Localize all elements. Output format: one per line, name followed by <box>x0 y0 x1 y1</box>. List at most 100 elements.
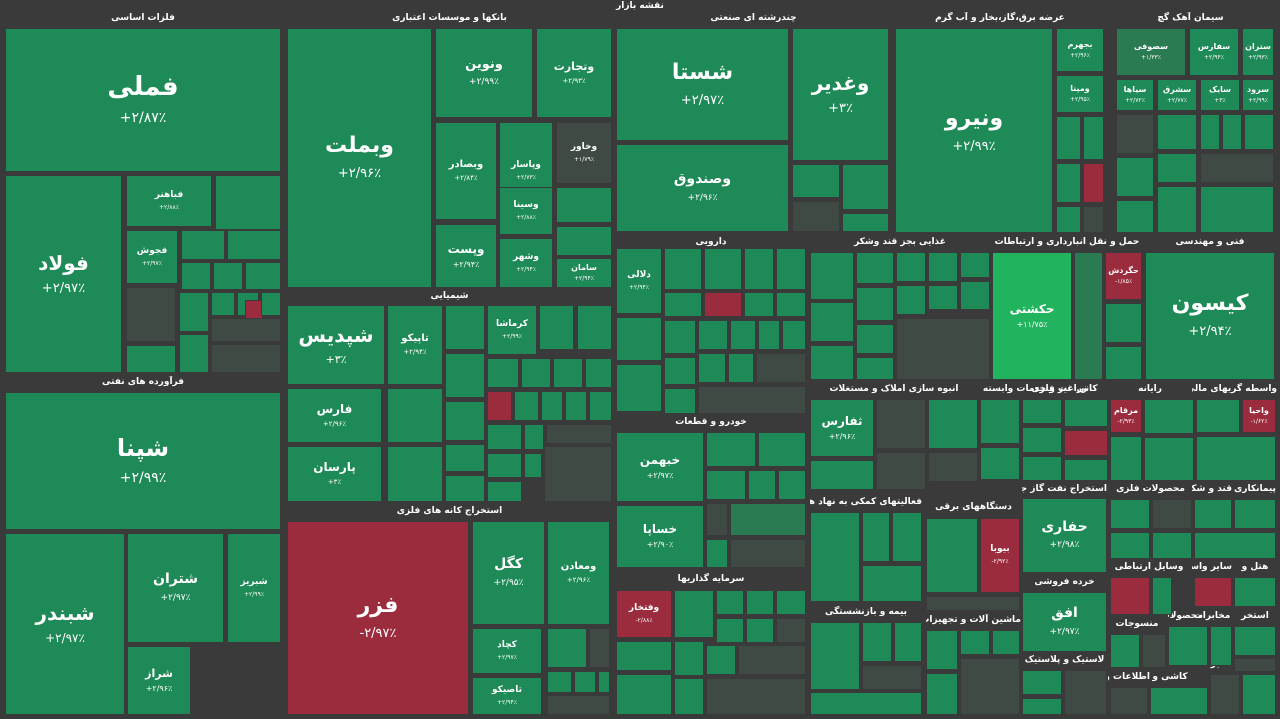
stock-tile[interactable]: کرماشا +۲/۹۹٪ <box>487 305 537 355</box>
stock-tile[interactable] <box>1244 114 1274 150</box>
stock-tile[interactable]: حفاری +۲/۹۸٪ <box>1022 498 1107 573</box>
stock-tile[interactable] <box>387 388 443 443</box>
stock-tile[interactable] <box>810 622 860 690</box>
stock-tile[interactable] <box>810 302 854 342</box>
stock-tile[interactable] <box>862 512 890 562</box>
stock-tile[interactable] <box>227 230 281 260</box>
stock-tile[interactable] <box>776 618 806 643</box>
stock-tile[interactable] <box>1234 577 1276 607</box>
stock-tile[interactable] <box>1110 499 1150 529</box>
stock-tile[interactable] <box>1234 499 1276 529</box>
stock-tile[interactable] <box>487 391 512 421</box>
stock-tile[interactable] <box>616 641 672 671</box>
stock-tile[interactable]: وغدیر +۳٪ <box>792 28 889 161</box>
stock-tile[interactable]: فباهنر +۲/۸۸٪ <box>126 175 212 227</box>
stock-tile[interactable] <box>862 665 922 690</box>
stock-tile[interactable] <box>1194 499 1232 529</box>
stock-tile[interactable] <box>1234 658 1276 672</box>
stock-tile[interactable] <box>980 399 1020 444</box>
stock-tile[interactable] <box>744 292 774 317</box>
stock-tile[interactable] <box>585 358 612 388</box>
stock-tile[interactable] <box>698 320 728 350</box>
stock-tile[interactable] <box>1194 577 1232 607</box>
stock-tile[interactable] <box>487 358 519 388</box>
stock-tile[interactable] <box>926 518 978 593</box>
stock-tile[interactable] <box>126 345 176 373</box>
stock-tile[interactable] <box>856 287 894 321</box>
stock-tile[interactable] <box>716 618 744 643</box>
stock-tile[interactable]: افق +۲/۹۷٪ <box>1022 592 1107 652</box>
stock-tile[interactable] <box>181 230 225 260</box>
stock-tile[interactable] <box>730 503 806 536</box>
stock-tile[interactable] <box>556 187 612 223</box>
stock-tile[interactable] <box>215 175 281 230</box>
stock-tile[interactable] <box>1110 436 1142 481</box>
stock-tile[interactable]: وفتخار -۲/۸۸٪ <box>616 590 672 638</box>
stock-tile[interactable] <box>1222 114 1242 150</box>
stock-tile[interactable]: فارس +۲/۹۶٪ <box>287 388 382 443</box>
stock-tile[interactable] <box>926 673 958 715</box>
stock-tile[interactable] <box>748 470 776 500</box>
stock-tile[interactable] <box>926 630 958 670</box>
stock-tile[interactable]: شپدیس +۳٪ <box>287 305 385 385</box>
stock-tile[interactable] <box>544 446 612 502</box>
stock-tile[interactable] <box>616 674 672 715</box>
stock-tile[interactable] <box>387 446 443 502</box>
stock-tile[interactable]: وخاور +۱/۷۹٪ <box>556 122 612 184</box>
stock-tile[interactable] <box>1083 163 1104 203</box>
stock-tile[interactable] <box>487 424 522 450</box>
stock-tile[interactable] <box>1083 116 1104 160</box>
stock-tile[interactable] <box>810 692 922 715</box>
stock-tile[interactable] <box>928 285 958 310</box>
stock-tile[interactable] <box>842 213 889 232</box>
stock-tile[interactable]: تاصیکو +۲/۹۴٪ <box>472 677 542 715</box>
stock-tile[interactable] <box>730 539 806 568</box>
stock-tile[interactable]: ومپنا +۲/۹۵٪ <box>1056 75 1104 113</box>
stock-tile[interactable] <box>862 565 922 602</box>
stock-tile[interactable] <box>776 292 806 317</box>
stock-tile[interactable]: وصندوق +۲/۹۶٪ <box>616 144 789 232</box>
stock-tile[interactable] <box>894 622 922 662</box>
stock-tile[interactable] <box>674 678 704 715</box>
stock-tile[interactable] <box>598 671 610 693</box>
stock-tile[interactable] <box>856 357 894 380</box>
stock-tile[interactable] <box>589 628 610 668</box>
stock-tile[interactable]: واحیا -۱/۶۲٪ <box>1242 399 1276 433</box>
stock-tile[interactable] <box>445 353 485 398</box>
stock-tile[interactable] <box>1150 687 1208 715</box>
stock-tile[interactable] <box>960 630 990 655</box>
stock-tile[interactable]: سرود +۲/۹۹٪ <box>1242 79 1274 111</box>
stock-tile[interactable] <box>810 460 874 490</box>
stock-tile[interactable] <box>179 334 209 373</box>
stock-tile[interactable] <box>704 248 742 290</box>
stock-tile[interactable] <box>960 281 990 310</box>
stock-tile[interactable] <box>1152 532 1192 559</box>
stock-tile[interactable]: شبندر +۲/۹۷٪ <box>5 533 125 715</box>
stock-tile[interactable] <box>616 364 662 412</box>
stock-tile[interactable] <box>1064 459 1108 481</box>
stock-tile[interactable] <box>211 344 281 373</box>
stock-tile[interactable] <box>1083 206 1104 233</box>
stock-tile[interactable] <box>1116 157 1154 197</box>
stock-tile[interactable]: ونیرو +۲/۹۹٪ <box>895 28 1053 233</box>
stock-tile[interactable] <box>876 399 926 449</box>
stock-tile[interactable]: وتجارت +۲/۹۳٪ <box>536 28 612 118</box>
stock-tile[interactable] <box>1157 186 1197 233</box>
stock-tile[interactable] <box>706 470 746 500</box>
stock-tile[interactable] <box>541 391 563 421</box>
stock-tile[interactable] <box>1210 674 1240 715</box>
stock-tile[interactable]: بیوبا -۲/۹۲٪ <box>980 518 1020 593</box>
stock-tile[interactable]: بجهرم +۲/۹۶٪ <box>1056 28 1104 72</box>
stock-tile[interactable] <box>565 391 587 421</box>
stock-tile[interactable] <box>245 262 281 290</box>
stock-tile[interactable] <box>1196 399 1240 433</box>
stock-tile[interactable] <box>1110 634 1140 668</box>
stock-tile[interactable] <box>556 226 612 256</box>
stock-tile[interactable] <box>213 262 243 290</box>
stock-tile[interactable] <box>445 444 485 472</box>
stock-tile[interactable] <box>892 512 922 562</box>
stock-tile[interactable]: شتران +۲/۹۷٪ <box>127 533 224 643</box>
stock-tile[interactable] <box>589 391 612 421</box>
stock-tile[interactable] <box>524 453 542 478</box>
stock-tile[interactable] <box>856 324 894 354</box>
